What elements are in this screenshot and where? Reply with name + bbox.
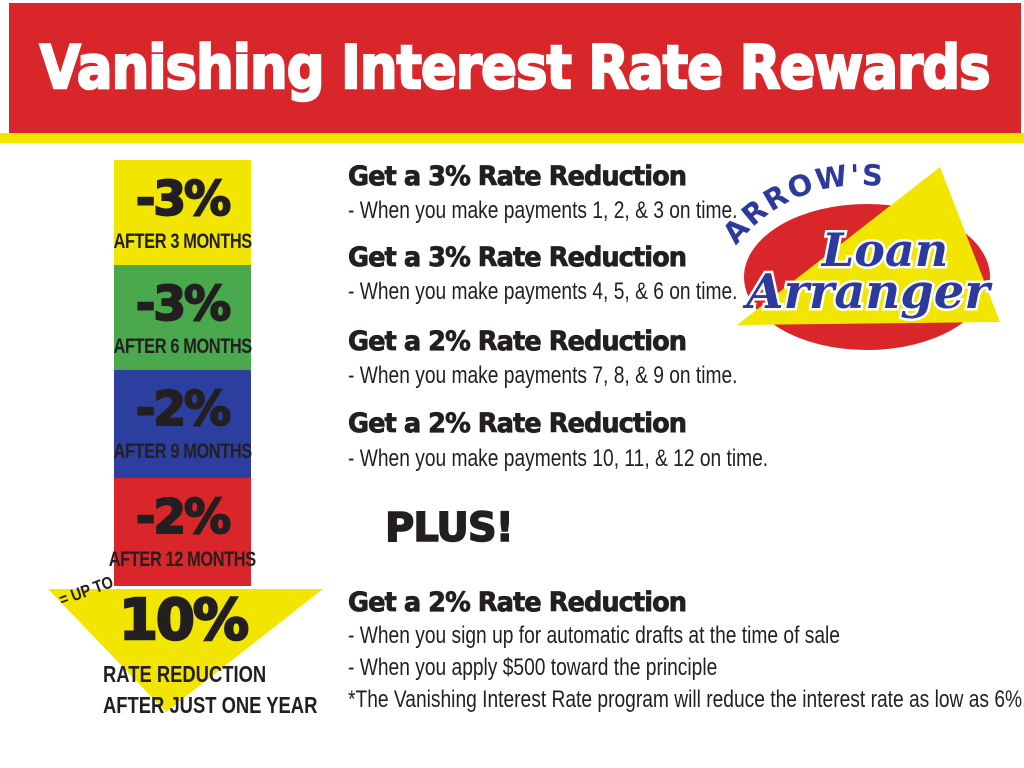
- page-title: Vanishing Interest Rate Rewards: [39, 32, 992, 105]
- rate-step-3-months: -3% AFTER 3 MONTHS: [113, 160, 252, 265]
- benefit-heading-4: Get a 2% Rate Reduction: [348, 408, 688, 440]
- logo-script-loan: Loan: [820, 223, 948, 277]
- final-benefit-heading: Get a 2% Rate Reduction: [348, 587, 688, 619]
- final-benefit-line-1: - When you sign up for automatic drafts …: [348, 622, 840, 649]
- after-one-year-label: AFTER JUST ONE YEAR: [103, 692, 318, 718]
- benefit-line-3: - When you make payments 7, 8, & 9 on ti…: [348, 362, 738, 389]
- down-arrow-triangle: [48, 589, 323, 712]
- rate-step-label: AFTER 12 MONTHS: [108, 548, 257, 571]
- benefit-heading-2: Get a 3% Rate Reduction: [348, 242, 688, 274]
- rate-step-percent: -3%: [135, 277, 232, 332]
- rate-ladder: -3% AFTER 3 MONTHS -3% AFTER 6 MONTHS -2…: [109, 160, 256, 586]
- rate-step-percent: -3%: [135, 172, 232, 227]
- final-benefit-line-2: - When you apply $500 toward the princip…: [348, 654, 718, 681]
- benefit-line-4: - When you make payments 10, 11, & 12 on…: [348, 445, 769, 472]
- benefit-line-2: - When you make payments 4, 5, & 6 on ti…: [348, 278, 738, 305]
- benefit-heading-1: Get a 3% Rate Reduction: [348, 161, 688, 193]
- logo-script-arranger: Arranger: [742, 264, 993, 320]
- down-arrow-shape: [48, 589, 323, 712]
- final-benefit-disclaimer: *The Vanishing Interest Rate program wil…: [348, 686, 1024, 713]
- rate-reduction-label: RATE REDUCTION: [103, 661, 267, 687]
- logo-yellow-triangle: [737, 167, 1000, 325]
- yellow-divider-stripe: [0, 133, 1024, 143]
- rate-step-percent: -2%: [135, 382, 232, 437]
- rate-step-label: AFTER 3 MONTHS: [113, 230, 252, 253]
- rate-step-6-months: -3% AFTER 6 MONTHS: [113, 265, 252, 370]
- benefit-line-1: - When you make payments 1, 2, & 3 on ti…: [348, 197, 738, 224]
- header-banner: Vanishing Interest Rate Rewards: [9, 3, 1021, 133]
- total-percent: 10%: [118, 588, 251, 653]
- rate-step-label: AFTER 9 MONTHS: [113, 440, 252, 463]
- rate-step-label: AFTER 6 MONTHS: [113, 335, 252, 358]
- rate-step-percent: -2%: [135, 490, 232, 545]
- rate-step-9-months: -2% AFTER 9 MONTHS: [113, 370, 252, 478]
- rate-step-12-months: -2% AFTER 12 MONTHS: [109, 478, 256, 586]
- plus-label: PLUS!: [384, 504, 514, 552]
- loan-arranger-logo: ARROW'S Loan Arranger: [716, 158, 1000, 350]
- benefit-heading-3: Get a 2% Rate Reduction: [348, 326, 688, 358]
